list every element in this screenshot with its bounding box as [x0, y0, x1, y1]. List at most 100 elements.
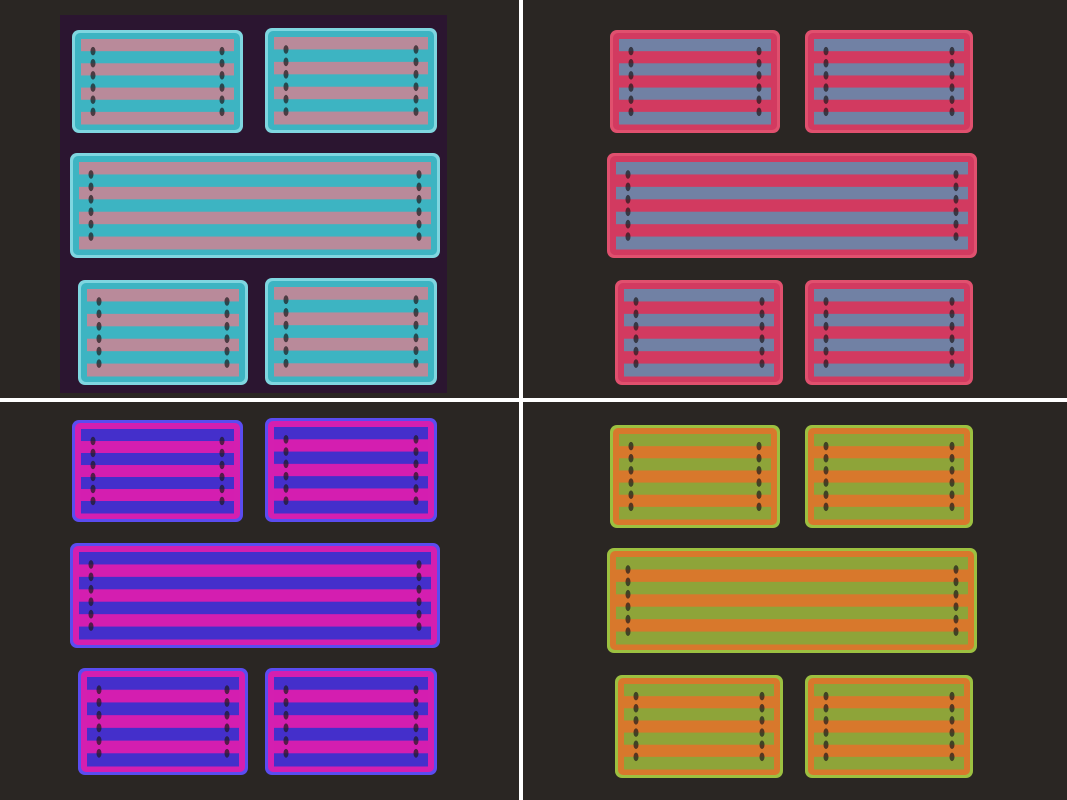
- lace-hole: [283, 358, 289, 368]
- stripe: [624, 708, 774, 721]
- lace-hole: [416, 232, 422, 241]
- lace-hole: [413, 496, 419, 506]
- lace-hole: [96, 685, 102, 695]
- lace-hole: [756, 502, 762, 512]
- lace-hole: [283, 107, 289, 116]
- lace-hole: [628, 466, 634, 475]
- lace-hole: [224, 697, 230, 707]
- stripe: [79, 236, 431, 250]
- lace-hole: [756, 490, 762, 499]
- lace-hole: [413, 736, 419, 746]
- lace-hole: [283, 484, 289, 493]
- stripe: [814, 482, 964, 496]
- lace-hole: [416, 572, 422, 582]
- placemat: [70, 153, 440, 258]
- stripe: [87, 715, 239, 729]
- stripe: [814, 99, 964, 113]
- lace-hole: [823, 466, 829, 475]
- lace-hole: [625, 589, 631, 599]
- stripe: [619, 39, 771, 52]
- stripe: [814, 458, 964, 471]
- lace-hole: [628, 83, 634, 92]
- lace-hole: [224, 736, 230, 746]
- lace-hole: [416, 207, 422, 217]
- stripe: [87, 289, 239, 302]
- lace-hole: [219, 448, 225, 458]
- lace-hole: [413, 723, 419, 733]
- lace-hole: [633, 346, 639, 356]
- lace-hole: [823, 359, 829, 368]
- lace-hole: [949, 309, 955, 319]
- lace-hole: [633, 752, 639, 762]
- lace-hole: [224, 346, 230, 356]
- lace-hole: [88, 597, 94, 607]
- stripe: [814, 732, 964, 746]
- lace-hole: [88, 182, 94, 192]
- lace-hole: [633, 309, 639, 319]
- lace-hole: [756, 478, 762, 487]
- lace-hole: [224, 321, 230, 331]
- lace-hole: [413, 82, 419, 92]
- lace-hole: [283, 57, 289, 67]
- lace-hole: [283, 723, 289, 733]
- stripe: [274, 99, 428, 113]
- lace-hole: [759, 691, 765, 701]
- lace-hole: [949, 716, 955, 725]
- lace-hole: [625, 182, 631, 192]
- lace-hole: [90, 460, 96, 470]
- lace-hole: [413, 447, 419, 456]
- lace-hole: [633, 359, 639, 368]
- stripe: [274, 677, 428, 691]
- stripe: [87, 338, 239, 352]
- lace-hole: [953, 565, 959, 574]
- stripe: [619, 470, 771, 484]
- lace-hole: [633, 704, 639, 713]
- stripe: [616, 186, 968, 200]
- lace-hole: [90, 95, 96, 104]
- lace-hole: [949, 83, 955, 92]
- lace-hole: [633, 321, 639, 331]
- stripe: [624, 326, 774, 340]
- lace-hole: [625, 627, 631, 636]
- lace-hole: [413, 57, 419, 67]
- placemat: [78, 668, 248, 775]
- lace-hole: [953, 614, 959, 624]
- stripe: [274, 439, 428, 453]
- lace-hole: [628, 454, 634, 463]
- lace-hole: [756, 107, 762, 117]
- lace-hole: [219, 436, 225, 446]
- lace-hole: [823, 95, 829, 104]
- stripe: [616, 606, 968, 620]
- lace-hole: [756, 95, 762, 104]
- lace-hole: [283, 459, 289, 469]
- stripe: [274, 287, 428, 301]
- stripe: [274, 702, 428, 716]
- lace-hole: [953, 589, 959, 599]
- lace-hole: [88, 219, 94, 229]
- stripe: [619, 494, 771, 508]
- lace-hole: [823, 107, 829, 117]
- placemat: [805, 280, 973, 385]
- stripe: [814, 756, 964, 770]
- lace-hole: [823, 321, 829, 331]
- lace-hole: [823, 704, 829, 713]
- lace-hole: [823, 309, 829, 319]
- placemat: [610, 425, 780, 528]
- stripe: [624, 696, 774, 709]
- stripe: [624, 732, 774, 746]
- lace-hole: [413, 333, 419, 343]
- stripe: [814, 363, 964, 377]
- lace-hole: [416, 597, 422, 607]
- lace-hole: [224, 710, 230, 720]
- lace-hole: [756, 59, 762, 68]
- lace-hole: [283, 447, 289, 456]
- lace-hole: [633, 740, 639, 749]
- stripe: [274, 86, 428, 100]
- lace-hole: [416, 560, 422, 569]
- lace-hole: [823, 752, 829, 762]
- lace-hole: [224, 309, 230, 319]
- lace-hole: [283, 333, 289, 343]
- stripe: [79, 162, 431, 175]
- stripe: [274, 363, 428, 377]
